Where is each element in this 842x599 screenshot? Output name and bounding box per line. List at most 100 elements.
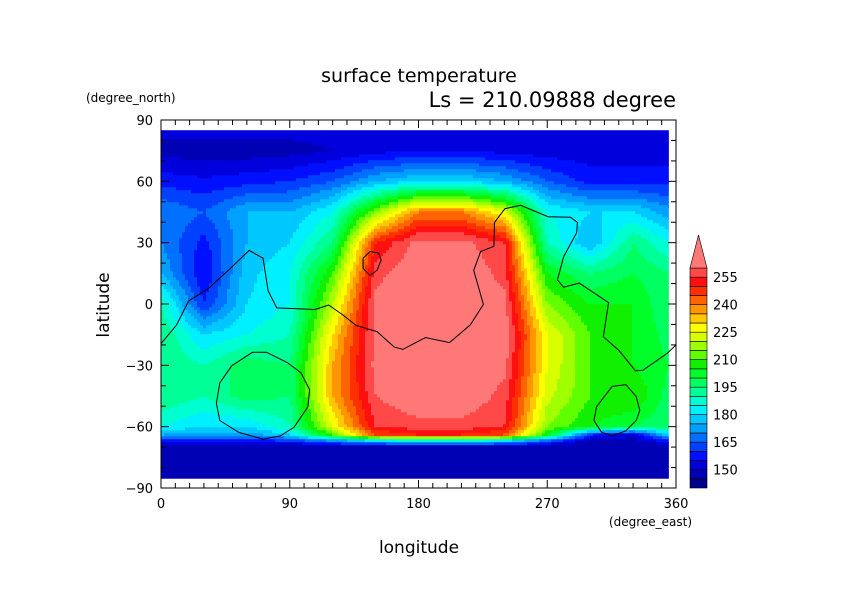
heatmap-cell bbox=[209, 346, 243, 350]
heatmap-cell bbox=[323, 334, 327, 338]
heatmap-cell bbox=[563, 349, 576, 353]
heatmap-cell bbox=[521, 202, 528, 206]
heatmap-cell bbox=[527, 310, 531, 314]
heatmap-cell bbox=[536, 331, 543, 335]
heatmap-cell bbox=[350, 379, 357, 383]
heatmap-cell bbox=[323, 412, 330, 416]
heatmap-cell bbox=[323, 352, 330, 356]
heatmap-cell bbox=[374, 316, 510, 320]
heatmap-cell bbox=[185, 292, 195, 296]
heatmap-cell bbox=[527, 220, 531, 224]
heatmap-cell bbox=[365, 214, 372, 218]
y-tick-label: 90 bbox=[136, 114, 153, 129]
heatmap-cell bbox=[518, 274, 525, 278]
heatmap-cell bbox=[350, 235, 357, 239]
heatmap-cell bbox=[551, 304, 570, 308]
heatmap-cell bbox=[530, 334, 537, 338]
heatmap-cell bbox=[638, 247, 657, 251]
heatmap-cell bbox=[335, 217, 342, 221]
heatmap-cell bbox=[539, 220, 546, 224]
heatmap-cell bbox=[542, 364, 549, 368]
heatmap-cell bbox=[503, 241, 510, 245]
heatmap-cell bbox=[590, 397, 648, 401]
heatmap-cell bbox=[503, 424, 510, 428]
heatmap-cell bbox=[530, 343, 537, 347]
heatmap-cell bbox=[170, 304, 177, 308]
heatmap-cell bbox=[374, 331, 510, 335]
heatmap-cell bbox=[185, 316, 195, 320]
heatmap-cell bbox=[317, 427, 327, 431]
heatmap-cell bbox=[359, 238, 363, 242]
heatmap-cell bbox=[230, 325, 258, 329]
heatmap-cell bbox=[317, 271, 327, 275]
heatmap-cell bbox=[575, 355, 591, 359]
heatmap-cell bbox=[242, 184, 312, 188]
heatmap-cell bbox=[374, 421, 507, 425]
heatmap-cell bbox=[221, 274, 231, 278]
heatmap-cell bbox=[314, 328, 318, 332]
heatmap-cell bbox=[314, 322, 321, 326]
heatmap-cell bbox=[167, 199, 225, 203]
heatmap-cell bbox=[329, 298, 336, 302]
heatmap-cell bbox=[377, 214, 387, 218]
heatmap-cell bbox=[353, 337, 360, 341]
heatmap-cell bbox=[359, 307, 363, 311]
heatmap-cell bbox=[575, 346, 591, 350]
heatmap-cell bbox=[371, 361, 507, 365]
heatmap-cell bbox=[536, 361, 543, 365]
heatmap-cell bbox=[527, 289, 531, 293]
heatmap-cell bbox=[407, 412, 471, 416]
heatmap-cell bbox=[491, 394, 510, 398]
heatmap-cell bbox=[350, 388, 360, 392]
heatmap-cell bbox=[527, 316, 534, 320]
heatmap-cell bbox=[311, 313, 318, 317]
heatmap-cell bbox=[401, 409, 477, 413]
heatmap-cell bbox=[545, 277, 555, 281]
heatmap-cell bbox=[230, 220, 249, 224]
heatmap-cell bbox=[353, 280, 360, 284]
heatmap-cell bbox=[248, 298, 291, 302]
heatmap-cell bbox=[554, 265, 573, 269]
heatmap-cell bbox=[176, 337, 192, 341]
heatmap-cell bbox=[341, 184, 357, 188]
heatmap-cell bbox=[362, 265, 366, 269]
heatmap-cell bbox=[575, 442, 657, 446]
heatmap-cell bbox=[419, 211, 465, 215]
heatmap-cell bbox=[197, 319, 219, 323]
colorbar-swatch bbox=[689, 313, 708, 324]
heatmap-cell bbox=[320, 424, 327, 428]
heatmap-cell bbox=[218, 229, 234, 233]
heatmap-cell bbox=[515, 280, 522, 284]
heatmap-cell bbox=[359, 280, 363, 284]
heatmap-cell bbox=[248, 229, 297, 233]
heatmap-cell bbox=[569, 175, 669, 179]
heatmap-cell bbox=[374, 337, 510, 341]
heatmap-cell bbox=[374, 301, 507, 305]
heatmap-cell bbox=[161, 331, 174, 335]
heatmap-cell bbox=[293, 409, 300, 413]
heatmap-cell bbox=[530, 337, 537, 341]
heatmap-cell bbox=[536, 355, 543, 359]
heatmap-cell bbox=[374, 349, 510, 353]
heatmap-cell bbox=[515, 211, 522, 215]
heatmap-cell bbox=[590, 355, 633, 359]
heatmap-cell bbox=[338, 205, 348, 209]
heatmap-cell bbox=[512, 226, 519, 230]
heatmap-cell bbox=[521, 415, 528, 419]
heatmap-cell bbox=[374, 304, 507, 308]
heatmap-cell bbox=[338, 403, 345, 407]
heatmap-cell bbox=[197, 304, 213, 308]
heatmap-cell bbox=[581, 295, 651, 299]
heatmap-cell bbox=[161, 397, 198, 401]
heatmap-cell bbox=[239, 283, 255, 287]
heatmap-cell bbox=[296, 283, 306, 287]
heatmap-cell bbox=[479, 250, 507, 254]
heatmap-cell bbox=[518, 319, 525, 323]
heatmap-cell bbox=[305, 427, 312, 431]
heatmap-cell bbox=[188, 283, 198, 287]
heatmap-cell bbox=[362, 250, 366, 254]
heatmap-cell bbox=[518, 352, 525, 356]
heatmap-cell bbox=[371, 223, 378, 227]
heatmap-cell bbox=[161, 271, 174, 275]
